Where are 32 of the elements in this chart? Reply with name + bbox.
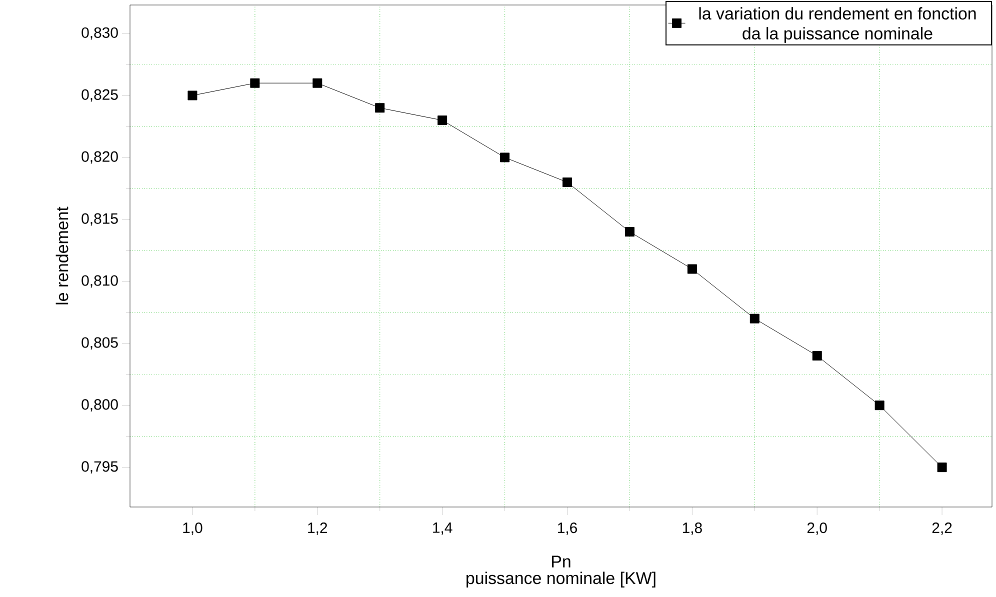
x-tick-label: 2,2 — [932, 522, 952, 535]
point — [812, 351, 822, 361]
x-tick-label: 1,0 — [183, 522, 202, 535]
x-axis-title: Pn — [552, 556, 570, 568]
y-tick-label: 0,830 — [82, 27, 118, 40]
y-tick-label: 0,815 — [82, 213, 118, 226]
x-tick-label: 1,4 — [433, 522, 452, 535]
y-tick-label: 0,795 — [82, 461, 118, 474]
point — [188, 90, 198, 100]
x-tick-label: 2,0 — [807, 522, 827, 535]
point — [624, 227, 634, 237]
point — [438, 116, 448, 126]
y-tick-label: 0,800 — [82, 399, 118, 412]
y-tick-label: 0,820 — [82, 151, 118, 164]
x-tick-label: 1,6 — [558, 522, 577, 535]
point — [375, 103, 385, 113]
point — [937, 462, 947, 472]
y-tick-label: 0,805 — [82, 337, 118, 350]
y-tick-label: 0,810 — [82, 275, 118, 288]
point — [500, 152, 510, 162]
y-tick-label: 0,825 — [82, 89, 118, 102]
x-tick-label: 1,8 — [682, 522, 702, 535]
point — [874, 400, 884, 410]
point — [562, 177, 572, 187]
point — [250, 78, 260, 88]
text: puissance nominale [KW] — [466, 572, 656, 588]
point — [312, 78, 322, 88]
point — [750, 314, 760, 324]
point — [687, 264, 697, 274]
legend-label: la variation du rendement en fonction da la puissance nominale — [699, 7, 976, 43]
y-axis-title: le rendement — [56, 206, 68, 304]
x-tick-label: 1,2 — [308, 522, 328, 535]
